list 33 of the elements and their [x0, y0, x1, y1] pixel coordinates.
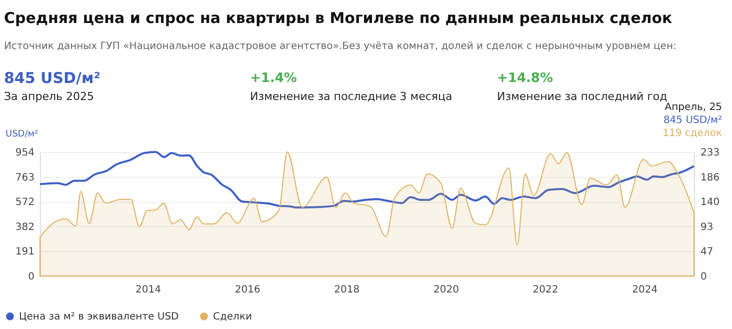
y-tick-label: 954	[15, 148, 34, 158]
legend-label: Сделки	[213, 311, 252, 322]
y2-tick-label: 93	[700, 222, 714, 234]
y-tick-label: 0	[28, 272, 34, 282]
text: 845 USD/м²	[663, 115, 722, 126]
y-tick-label: 191	[15, 246, 34, 258]
y-tick-label: 572	[15, 197, 34, 208]
chart-title: Средняя цена и спрос на квартиры в Могилеве по данным реальных сделок	[4, 9, 672, 27]
y-tick-label: 763	[15, 172, 34, 184]
y2-tick-label: 140	[700, 196, 720, 208]
chart-subtitle: Источник данных ГУП «Национальное кадастровое агентство».Без учёта комнат, долей и сделок с нерыночным уровнем цен:	[4, 41, 676, 52]
text: +14.8%	[497, 71, 553, 86]
y2-tick-label: 47	[700, 246, 714, 258]
text: +1.4%	[250, 71, 297, 86]
text: 845 USD/м²	[4, 69, 100, 87]
y-tick-label: 382	[15, 222, 34, 233]
y2-tick-label: 233	[700, 148, 720, 158]
text: За апрель 2025	[4, 90, 94, 103]
text: Изменение за последние 3 месяца	[250, 90, 452, 103]
x-tick-label: 2014	[136, 284, 161, 296]
text: Апрель, 25	[664, 102, 722, 113]
legend-label: Цена за м² в эквиваленте USD	[19, 311, 180, 322]
x-tick-label: 2018	[334, 284, 360, 296]
y2-tick-label: 0	[700, 272, 707, 282]
y-axis-title: USD/м²	[6, 130, 39, 140]
text: Изменение за последний год	[497, 90, 668, 103]
text: 119 сделок	[662, 128, 722, 139]
line-series	[39, 151, 695, 208]
x-tick-label: 2024	[632, 284, 658, 296]
x-tick-label: 2022	[532, 284, 558, 296]
x-tick-label: 2016	[234, 284, 260, 296]
y2-tick-label: 186	[700, 172, 720, 184]
x-tick-label: 2020	[433, 284, 459, 296]
